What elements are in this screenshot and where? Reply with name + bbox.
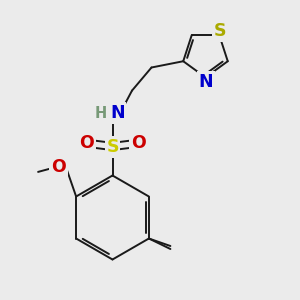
Text: N: N <box>110 104 124 122</box>
Text: H: H <box>94 106 106 121</box>
Text: N: N <box>199 73 213 91</box>
Text: O: O <box>51 158 66 175</box>
Text: S: S <box>214 22 227 40</box>
Text: O: O <box>131 134 146 152</box>
Text: S: S <box>106 138 119 156</box>
Text: O: O <box>79 134 94 152</box>
